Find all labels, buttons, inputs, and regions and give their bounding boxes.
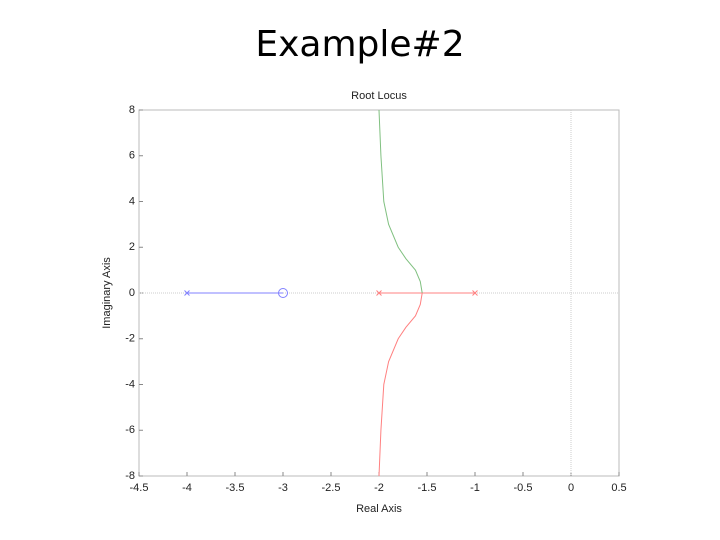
y-tick-label: -8 <box>125 470 135 482</box>
x-tick-label: -2.5 <box>322 482 341 494</box>
pole-marker <box>472 290 478 296</box>
pole-marker <box>376 290 382 296</box>
x-tick-label: -1.5 <box>418 482 437 494</box>
y-tick-label: -4 <box>125 378 135 390</box>
pole-marker <box>184 290 190 296</box>
y-tick-label: 6 <box>129 150 135 162</box>
x-tick-label: -2 <box>374 482 384 494</box>
y-tick-label: -6 <box>125 424 135 436</box>
y-tick-label: 2 <box>129 241 135 253</box>
y-tick-label: -2 <box>125 333 135 345</box>
x-tick-label: 0 <box>568 482 574 494</box>
x-tick-label: 0.5 <box>611 482 626 494</box>
x-tick-label: -4 <box>182 482 192 494</box>
chart-title: Root Locus <box>351 90 407 102</box>
x-tick-label: -4.5 <box>130 482 149 494</box>
x-tick-label: -0.5 <box>514 482 533 494</box>
locus-branch <box>378 292 423 477</box>
x-tick-label: -3.5 <box>226 482 245 494</box>
zero-marker <box>278 288 288 298</box>
y-axis-label: Imaginary Axis <box>101 257 113 329</box>
x-axis-label: Real Axis <box>356 503 402 515</box>
locus-branch <box>378 109 423 294</box>
y-tick-label: 4 <box>129 195 135 207</box>
y-tick-label: 8 <box>129 104 135 116</box>
y-tick-label: 0 <box>129 287 135 299</box>
x-tick-label: -3 <box>278 482 288 494</box>
x-tick-label: -1 <box>470 482 480 494</box>
slide-title: Example#2 <box>255 24 464 65</box>
